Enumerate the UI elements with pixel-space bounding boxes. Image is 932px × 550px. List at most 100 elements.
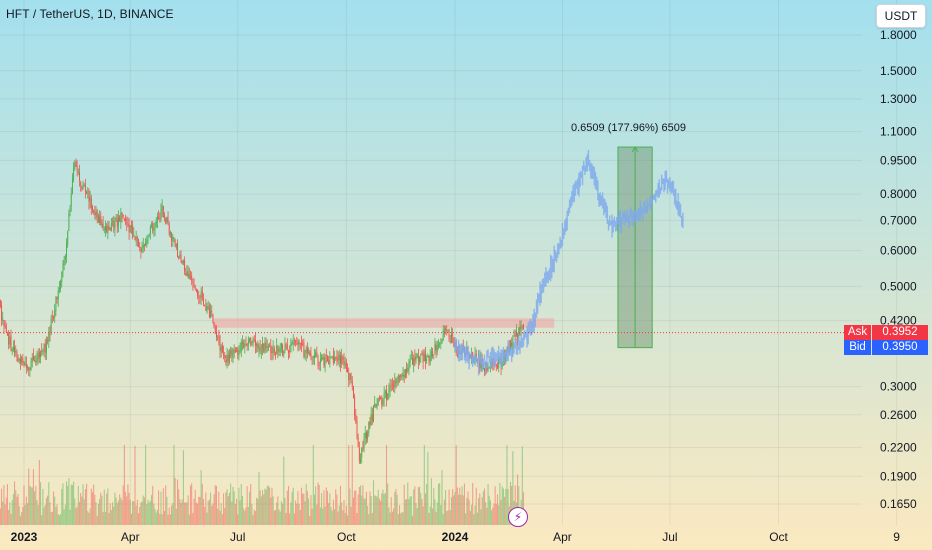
candle-body xyxy=(45,340,47,353)
volume-bar xyxy=(498,505,500,525)
candle-body xyxy=(512,337,514,348)
volume-bar xyxy=(214,485,216,525)
volume-bar xyxy=(292,487,294,525)
volume-bar xyxy=(334,509,336,525)
volume-bar xyxy=(165,485,167,525)
volume-bar xyxy=(180,502,182,525)
y-tick-label: 0.4200 xyxy=(880,314,917,328)
volume-bar xyxy=(300,487,303,525)
y-tick-label: 0.6000 xyxy=(880,244,917,258)
volume-bars xyxy=(0,445,525,525)
volume-bar xyxy=(112,502,114,525)
price-axis[interactable]: 1.8000 1.5000 1.3000 1.1000 0.9500 0.8000 0.70… xyxy=(880,28,917,511)
volume-bar xyxy=(377,489,379,525)
candle-body xyxy=(121,212,123,215)
volume-bar xyxy=(99,499,101,525)
volume-bar xyxy=(195,502,197,525)
candle-body xyxy=(164,215,165,217)
volume-bar xyxy=(16,496,18,525)
volume-bar xyxy=(9,502,11,525)
measure-arrow-head xyxy=(631,146,639,153)
candle-body xyxy=(181,260,183,264)
candle-body xyxy=(146,239,148,244)
candle-body xyxy=(386,390,387,400)
volume-bar xyxy=(159,513,161,525)
volume-bar xyxy=(302,493,304,525)
candle-body xyxy=(365,432,367,440)
candle-body xyxy=(449,341,451,343)
volume-bar xyxy=(389,512,391,525)
candle-body xyxy=(10,335,12,351)
candle-body xyxy=(228,353,230,363)
candle-body xyxy=(29,368,31,370)
candle-body xyxy=(195,290,197,291)
candle-body xyxy=(302,343,304,345)
volume-bar xyxy=(185,502,187,525)
volume-bar xyxy=(469,510,471,525)
volume-bar xyxy=(329,493,331,525)
candle-body xyxy=(445,328,447,331)
candle-body xyxy=(495,365,497,367)
volume-bar xyxy=(318,484,320,525)
volume-bar xyxy=(381,493,383,525)
candle-body xyxy=(484,367,485,372)
x-tick-label: Jul xyxy=(662,530,677,544)
candle-body xyxy=(57,289,59,300)
volume-bar xyxy=(432,508,434,525)
lightning-icon[interactable]: ⚡ xyxy=(508,507,528,527)
candle-body xyxy=(36,358,38,362)
volume-bar xyxy=(493,503,495,525)
time-axis[interactable]: 2023 Apr Jul Oct 2024 Apr Jul Oct 9 xyxy=(11,530,901,544)
candle-body xyxy=(475,353,477,359)
candle-body xyxy=(73,168,75,180)
candle-body xyxy=(147,238,149,241)
volume-bar xyxy=(253,509,255,525)
volume-bar xyxy=(188,514,190,525)
volume-bar xyxy=(258,471,260,525)
candle-body xyxy=(197,289,199,297)
candle-body xyxy=(64,256,66,260)
volume-bar xyxy=(80,492,82,525)
candle-body xyxy=(304,355,306,358)
candle-body xyxy=(221,346,223,353)
candle-body xyxy=(407,367,409,372)
candle-body xyxy=(428,356,430,361)
candle-body xyxy=(395,378,397,384)
candle-body xyxy=(425,352,426,362)
volume-bar xyxy=(271,487,273,525)
candle-body xyxy=(417,355,419,362)
candle-body xyxy=(169,232,171,235)
volume-bar xyxy=(263,494,265,525)
volume-bar xyxy=(491,510,493,525)
volume-bar xyxy=(0,508,1,525)
x-tick-label: Oct xyxy=(769,530,788,544)
candle-body xyxy=(521,325,523,327)
volume-bar xyxy=(285,512,287,525)
volume-bar xyxy=(364,498,366,525)
candle-body xyxy=(198,296,200,298)
bid-value: 0.3950 xyxy=(872,340,928,355)
candle-body xyxy=(226,354,228,364)
volume-bar xyxy=(199,496,201,525)
volume-bar xyxy=(499,482,501,525)
candle-body xyxy=(115,217,117,221)
volume-bar xyxy=(421,498,423,525)
y-tick-label: 1.8000 xyxy=(880,28,917,42)
candle-body xyxy=(217,338,219,340)
candle-body xyxy=(260,350,262,352)
volume-bar xyxy=(337,511,339,525)
candle-body xyxy=(211,310,213,313)
candle-body xyxy=(390,385,392,387)
candle-body xyxy=(180,254,182,262)
candle-body xyxy=(201,290,203,299)
candle-body xyxy=(224,355,226,358)
candle-body xyxy=(273,348,275,353)
volume-bar xyxy=(406,499,408,525)
symbol-title[interactable]: HFT / TetherUS, 1D, BINANCE xyxy=(6,7,174,21)
volume-bar xyxy=(113,506,115,525)
currency-button[interactable]: USDT xyxy=(876,4,926,28)
candle-body xyxy=(446,329,448,331)
candle-body xyxy=(96,210,98,218)
volume-bar xyxy=(475,487,477,525)
